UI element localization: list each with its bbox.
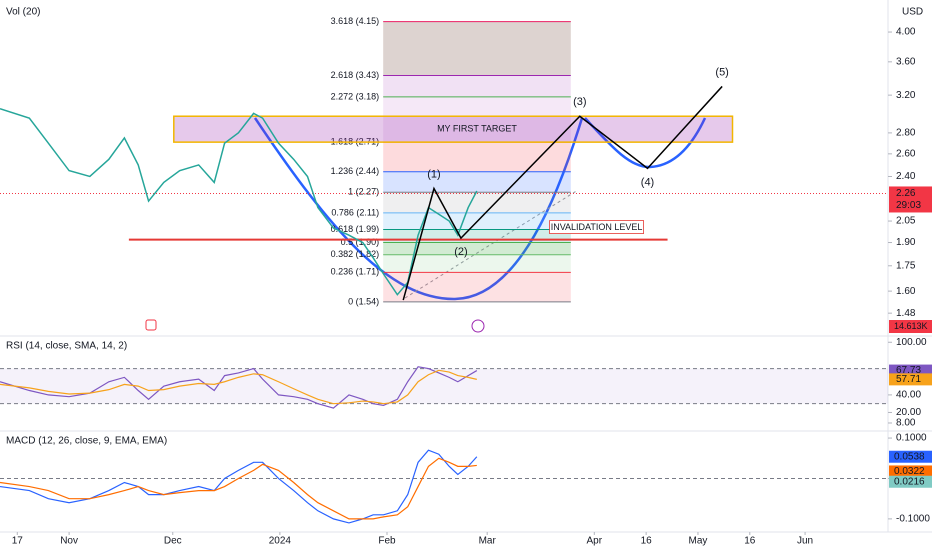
rsi-title: RSI (14, close, SMA, 14, 2) [6, 341, 127, 352]
y-tick-label: 2.60 [896, 148, 916, 159]
earnings-icon [145, 319, 157, 331]
fib-label: 2.272 (3.18) [331, 91, 380, 101]
fib-label: 2.618 (3.43) [331, 70, 380, 80]
macd-tick-label: -0.1000 [896, 514, 930, 525]
price-tag [889, 186, 932, 213]
y-tick-label: 3.20 [896, 90, 916, 101]
fib-band [383, 242, 571, 255]
fib-label: 1 (2.27) [348, 187, 379, 197]
wave-label: (1) [427, 168, 440, 180]
fib-label: 1.236 (2.44) [331, 166, 380, 176]
x-tick-label: 16 [641, 536, 653, 547]
x-tick-label: May [689, 536, 708, 547]
x-tick-label: Mar [479, 536, 497, 547]
fib-label: 0.5 (1.90) [341, 237, 380, 247]
fib-label: 0.382 (1.82) [331, 249, 380, 259]
x-tick-label: 2024 [269, 536, 292, 547]
macd-tag [889, 465, 932, 478]
y-tick-label: 2.05 [896, 216, 916, 227]
fib-band [383, 142, 571, 172]
rsi-tag-label: 67.73 [896, 365, 921, 376]
fib-label: 3.618 (4.15) [331, 16, 380, 26]
volume-tag [889, 320, 932, 333]
x-tick-label: 17 [12, 536, 24, 547]
fib-label: 0.786 (2.11) [331, 207, 379, 217]
fib-band [383, 272, 571, 302]
invalidation-box [549, 220, 644, 234]
macd-tag-label: 0.0322 [894, 466, 925, 477]
countdown-label: 29:03 [896, 200, 921, 211]
currency: USD [902, 7, 923, 18]
event-icon [471, 319, 485, 333]
fib-label: 0 (1.54) [348, 296, 379, 306]
invalidation-label: INVALIDATION LEVEL [551, 222, 643, 232]
rsi-tick-label: 20.00 [896, 407, 921, 418]
macd-tag-label: 0.0538 [894, 451, 925, 462]
rsi-tick-label: 40.00 [896, 390, 921, 401]
rsi-tick-label: 8.00 [896, 418, 916, 429]
y-tick-label: 2.80 [896, 128, 916, 139]
x-tick-label: Dec [164, 536, 182, 547]
fib-label: 0.618 (1.99) [331, 224, 380, 234]
macd-line [0, 449, 478, 524]
rsi-band [0, 368, 888, 404]
x-tick-label: Nov [60, 536, 78, 547]
fib-band [383, 75, 571, 97]
y-tick-label: 4.00 [896, 27, 916, 38]
x-tick-label: Apr [587, 536, 603, 547]
fib-band [383, 192, 571, 213]
wave-label: (2) [454, 246, 467, 258]
x-tick-label: Feb [378, 536, 396, 547]
y-tick-label: 1.48 [896, 308, 916, 319]
volume-tag-label: 14.613K [894, 321, 928, 331]
fib-band [383, 96, 571, 143]
macd-title: MACD (12, 26, close, 9, EMA, EMA) [6, 436, 167, 447]
cup-curve [253, 117, 584, 301]
rsi-tag-label: 57.71 [896, 374, 921, 385]
y-tick-label: 1.60 [896, 286, 916, 297]
wave-label: (4) [641, 176, 654, 188]
target-zone [173, 115, 734, 143]
macd-tick-label: 0.1000 [896, 433, 927, 444]
x-tick-label: Jun [797, 536, 813, 547]
x-tick-label: 16 [744, 536, 756, 547]
y-tick-label: 3.60 [896, 56, 916, 67]
wave-label: (5) [715, 66, 728, 78]
trend-line [404, 189, 579, 299]
macd-hist-tag [889, 475, 932, 488]
fib-band [383, 254, 571, 273]
fib-band [383, 21, 571, 76]
wave-label: (3) [573, 96, 586, 108]
rsi-line [0, 366, 478, 409]
target-label: MY FIRST TARGET [437, 124, 517, 134]
macd-line [0, 457, 477, 520]
volume-title: Vol (20) [6, 7, 40, 18]
y-tick-label: 2.40 [896, 171, 916, 182]
price-line [0, 107, 478, 296]
rsi-line [0, 369, 477, 405]
rsi-tag [889, 373, 932, 386]
macd-tag [889, 450, 932, 463]
fib-band [383, 171, 571, 193]
y-tick-label: 1.75 [896, 260, 916, 271]
rsi-tick-label: 100.00 [896, 337, 927, 348]
fib-label: 0.236 (1.71) [331, 267, 380, 277]
price-tag-label: 2.26 [896, 188, 916, 199]
y-tick-label: 1.90 [896, 237, 916, 248]
wave-path [402, 85, 723, 301]
macd-hist-tag-label: 0.0216 [894, 476, 925, 487]
